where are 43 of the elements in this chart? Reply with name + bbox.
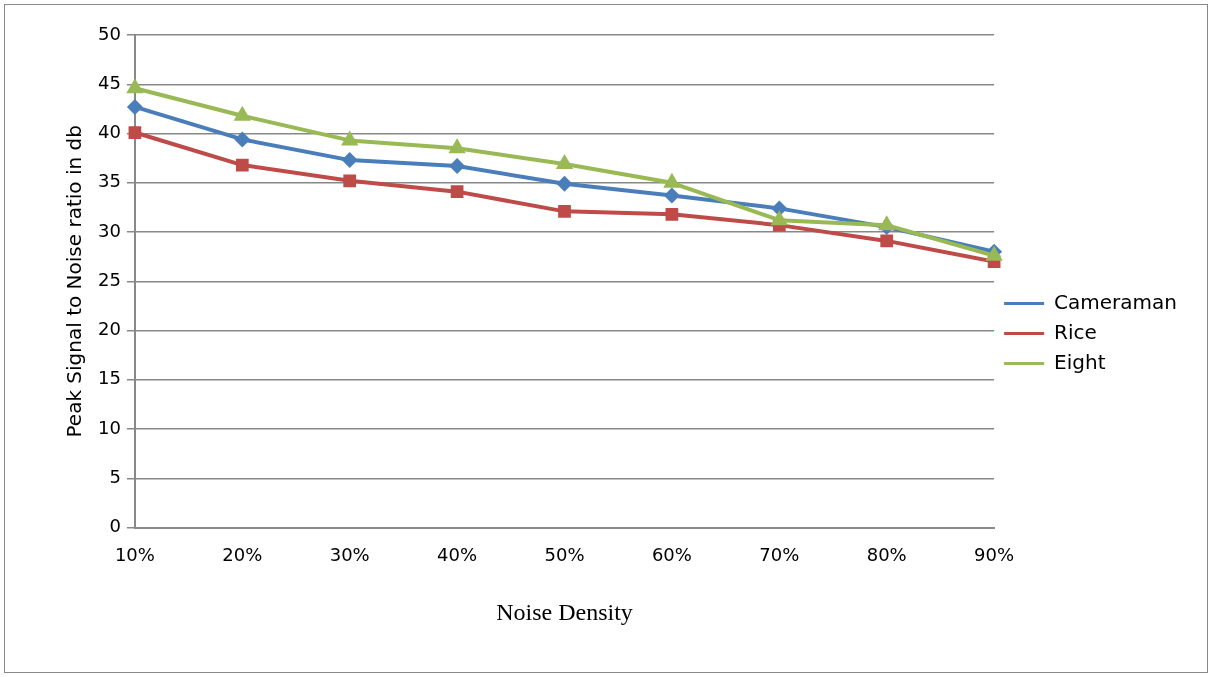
x-tick-label: 30% (329, 544, 370, 566)
y-tick-label: 30 (98, 219, 121, 241)
point (126, 98, 143, 115)
y-tick-label: 5 (109, 466, 121, 488)
y-tick-label: 25 (98, 268, 121, 290)
point (234, 131, 251, 148)
point (450, 185, 464, 199)
point (341, 152, 358, 169)
y-axis-title: Peak Signal to Noise ratio in db (62, 125, 87, 438)
x-tick-label: 20% (222, 544, 263, 566)
y-tick-label: 10 (98, 416, 121, 438)
x-tick-label: 10% (114, 544, 155, 566)
point (126, 78, 144, 94)
legend-label: Rice (1054, 319, 1097, 344)
point (341, 130, 359, 146)
y-tick-label: 35 (98, 170, 121, 192)
y-tick-label: 40 (98, 121, 121, 143)
point (878, 215, 896, 231)
x-tick-label: 90% (974, 544, 1015, 566)
x-tick-label: 60% (651, 544, 692, 566)
x-tick-label: 70% (759, 544, 800, 566)
x-axis-title: Noise Density (496, 598, 633, 625)
x-tick-label: 80% (866, 544, 907, 566)
point (449, 158, 466, 175)
point (343, 174, 357, 188)
legend-label: Cameraman (1054, 289, 1178, 314)
point (235, 158, 249, 172)
y-tick-label: 20 (98, 318, 121, 340)
x-tick-label: 40% (437, 544, 478, 566)
y-tick-label: 0 (109, 515, 121, 537)
point (555, 154, 574, 170)
point (233, 105, 251, 121)
point (665, 207, 679, 221)
point (448, 138, 466, 154)
legend-label: Eight (1054, 349, 1106, 374)
y-tick-label: 50 (98, 22, 121, 44)
x-tick-label: 50% (544, 544, 585, 566)
y-tick-label: 45 (98, 71, 121, 93)
point (663, 187, 680, 204)
point (556, 175, 573, 192)
point (880, 234, 894, 248)
y-tick-label: 15 (98, 367, 121, 389)
point (558, 204, 571, 218)
